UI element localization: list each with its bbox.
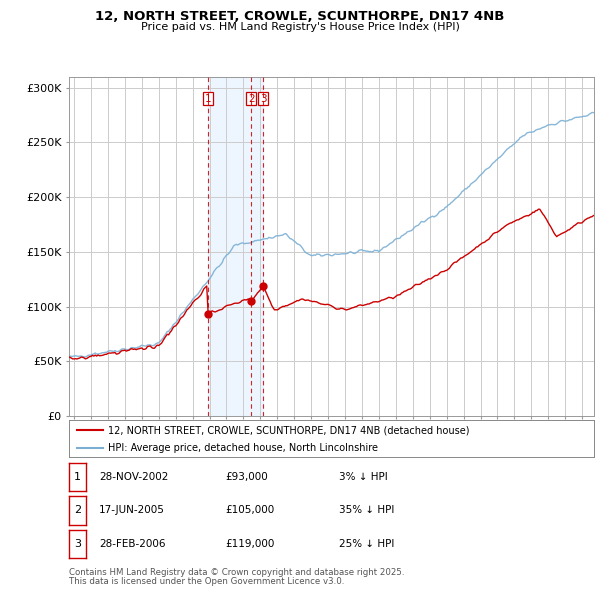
Bar: [208, 77, 263, 416]
Text: Price paid vs. HM Land Registry's House Price Index (HPI): Price paid vs. HM Land Registry's House …: [140, 22, 460, 32]
Text: This data is licensed under the Open Government Licence v3.0.: This data is licensed under the Open Gov…: [69, 578, 344, 586]
Text: Contains HM Land Registry data © Crown copyright and database right 2025.: Contains HM Land Registry data © Crown c…: [69, 568, 404, 577]
Text: 1: 1: [74, 472, 81, 481]
Text: £119,000: £119,000: [225, 539, 274, 549]
Text: £105,000: £105,000: [225, 506, 274, 515]
Text: 3: 3: [260, 94, 266, 104]
Text: 2: 2: [74, 506, 81, 515]
Text: 1: 1: [205, 94, 211, 104]
Text: 28-NOV-2002: 28-NOV-2002: [99, 472, 169, 481]
Text: HPI: Average price, detached house, North Lincolnshire: HPI: Average price, detached house, Nort…: [109, 443, 379, 453]
Text: 12, NORTH STREET, CROWLE, SCUNTHORPE, DN17 4NB: 12, NORTH STREET, CROWLE, SCUNTHORPE, DN…: [95, 10, 505, 23]
Text: 28-FEB-2006: 28-FEB-2006: [99, 539, 166, 549]
Text: 17-JUN-2005: 17-JUN-2005: [99, 506, 165, 515]
Text: 35% ↓ HPI: 35% ↓ HPI: [339, 506, 394, 515]
Text: £93,000: £93,000: [225, 472, 268, 481]
Text: 2: 2: [248, 94, 254, 104]
Text: 25% ↓ HPI: 25% ↓ HPI: [339, 539, 394, 549]
Text: 12, NORTH STREET, CROWLE, SCUNTHORPE, DN17 4NB (detached house): 12, NORTH STREET, CROWLE, SCUNTHORPE, DN…: [109, 425, 470, 435]
Text: 3% ↓ HPI: 3% ↓ HPI: [339, 472, 388, 481]
Text: 3: 3: [74, 539, 81, 549]
